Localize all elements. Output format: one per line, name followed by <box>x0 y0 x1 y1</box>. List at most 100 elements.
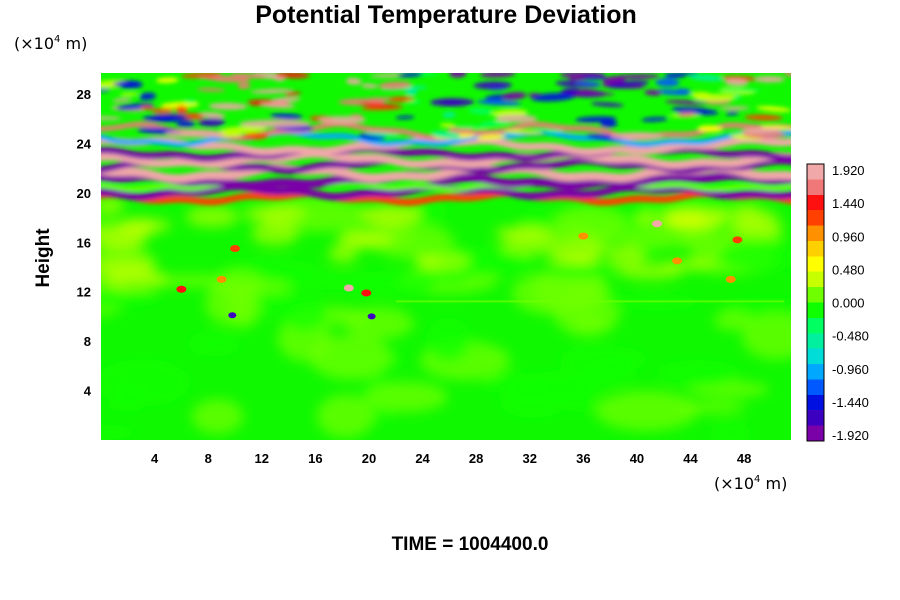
field-streak <box>242 132 269 140</box>
field-streak <box>442 111 456 118</box>
y-tick-label: 12 <box>77 285 91 300</box>
field-feature <box>578 232 589 240</box>
field-streak <box>395 115 415 120</box>
field-feature <box>732 236 743 244</box>
field-feature <box>228 312 237 319</box>
x-tick-label: 8 <box>205 451 212 466</box>
field-feature <box>361 289 372 297</box>
field-cell <box>659 260 716 271</box>
field-streak <box>744 114 783 121</box>
field-streak <box>345 77 362 85</box>
field-streak <box>218 125 267 134</box>
field-streak <box>250 89 294 94</box>
field-streak <box>119 92 139 97</box>
field-streak <box>208 102 248 110</box>
colorbar-tick-label: 0.480 <box>832 262 865 277</box>
field-feature <box>395 300 785 303</box>
colorbar-tick-label: 0.000 <box>832 296 865 311</box>
field-cell <box>242 204 306 224</box>
field-streak <box>718 88 761 93</box>
field-cell <box>559 377 599 413</box>
field-streak <box>361 83 378 89</box>
field-streak <box>590 102 624 107</box>
field-feature <box>176 285 187 293</box>
field-streak <box>239 119 312 128</box>
field-cell <box>328 244 359 263</box>
field-cell <box>425 317 472 363</box>
field-cell <box>336 231 394 248</box>
field-streak <box>606 80 649 89</box>
field-streak <box>405 87 418 96</box>
field-cell <box>717 239 791 272</box>
x-tick-label: 24 <box>415 451 430 466</box>
field-streak <box>502 92 527 100</box>
y-tick-label: 4 <box>84 384 92 399</box>
y-tick-label: 28 <box>77 87 91 102</box>
field-streak <box>160 101 200 109</box>
x-tick-label: 44 <box>683 451 698 466</box>
y-axis-label: Height <box>33 228 54 288</box>
field-streak <box>155 77 179 84</box>
x-tick-label: 48 <box>737 451 751 466</box>
field-cell <box>554 292 620 337</box>
field-streak <box>476 99 521 106</box>
field-streak <box>473 81 513 90</box>
field-cell <box>364 381 448 413</box>
field-streak <box>503 129 544 135</box>
colorbar-tick-label: -0.480 <box>832 329 869 344</box>
field-streak <box>180 73 222 79</box>
field-streak <box>468 108 496 115</box>
field-streak <box>609 132 664 141</box>
colorbar-gradient <box>807 164 824 441</box>
field-cell <box>605 244 646 268</box>
field-streak <box>364 131 401 137</box>
field-streak <box>697 125 723 133</box>
field-streak <box>260 102 296 109</box>
chart-title: Potential Temperature Deviation <box>255 1 637 29</box>
field-cell <box>677 210 708 228</box>
time-label: TIME = 1004400.0 <box>392 534 549 555</box>
field-feature <box>725 275 736 283</box>
field-feature <box>229 244 240 252</box>
colorbar: 1.920 1.440 0.960 0.480 0.000 -0.480 -0.960 -1.… <box>806 163 869 443</box>
field-streak <box>151 108 175 114</box>
field-streak <box>183 99 197 104</box>
x-tick-label: 32 <box>523 451 537 466</box>
field-streak <box>644 89 662 96</box>
colorbar-tick-label: 1.440 <box>832 196 865 211</box>
heatmap-field <box>101 73 791 440</box>
x-tick-label: 12 <box>255 451 269 466</box>
field-cell <box>545 251 602 265</box>
colorbar-tick-label: 0.960 <box>832 229 865 244</box>
field-streak <box>453 125 489 129</box>
field-streak <box>359 102 401 108</box>
field-cell <box>101 256 153 277</box>
field-streak <box>562 88 580 94</box>
x-tick-label: 28 <box>469 451 483 466</box>
field-streak <box>575 116 617 123</box>
field-streak <box>164 129 225 138</box>
field-streak <box>756 106 791 112</box>
field-cell <box>251 222 299 246</box>
field-streak <box>139 92 156 101</box>
field-streak <box>754 76 785 83</box>
field-streak <box>205 75 251 83</box>
field-cell <box>552 204 627 238</box>
field-cell <box>542 262 620 279</box>
field-cell <box>185 206 239 228</box>
field-band <box>101 136 791 156</box>
y-tick-label: 20 <box>77 186 91 201</box>
field-streak <box>378 81 412 90</box>
field-streak <box>689 74 725 82</box>
field-streak <box>783 73 791 77</box>
field-feature <box>367 313 376 320</box>
field-streak <box>664 100 708 105</box>
field-streak <box>270 113 303 120</box>
field-cell <box>655 359 741 388</box>
colorbar-tick-label: 1.920 <box>832 163 865 178</box>
x-tick-label: 36 <box>576 451 590 466</box>
field-cell <box>411 199 448 227</box>
field-cell <box>361 205 422 225</box>
field-streak <box>719 106 750 110</box>
